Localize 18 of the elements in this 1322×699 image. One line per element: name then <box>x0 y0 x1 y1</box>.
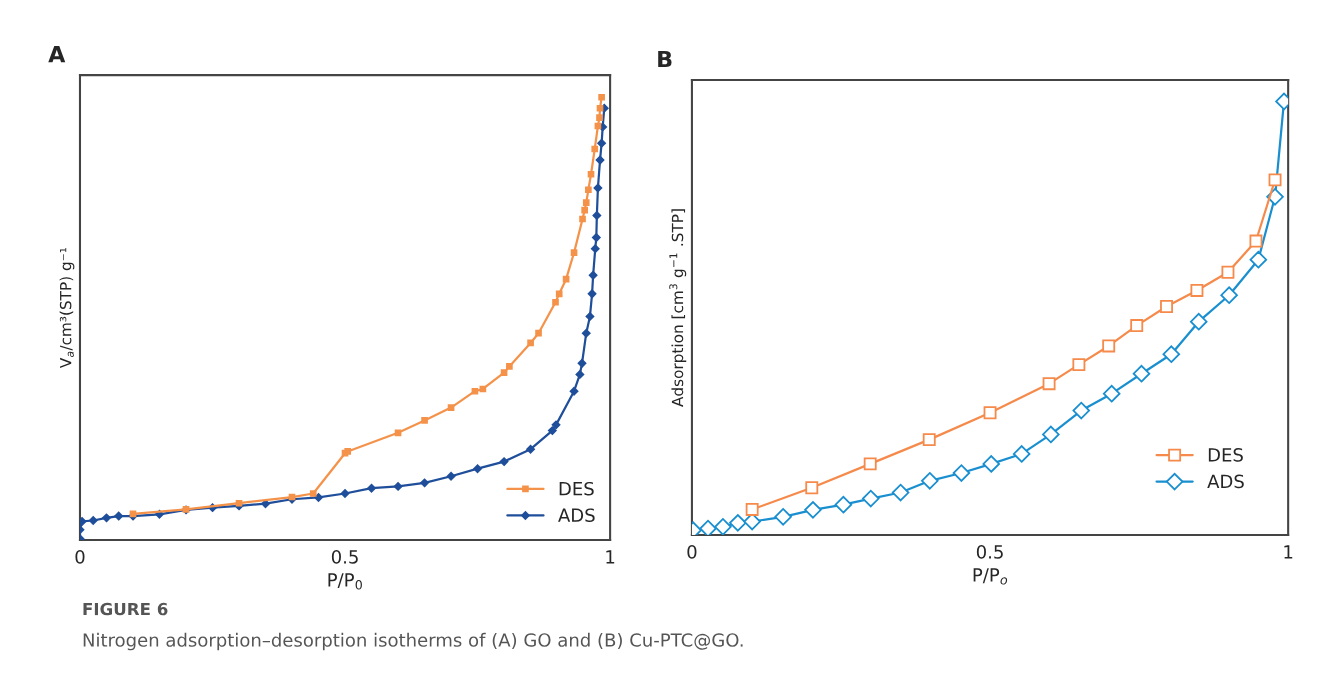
caption: FIGURE 6 <box>83 602 168 616</box>
x-tick-label: 1 <box>606 550 615 564</box>
x-tick-label: 0 <box>687 545 697 559</box>
legend-label: ADS <box>558 508 595 523</box>
x-tick-label: 1 <box>1284 545 1293 559</box>
x-axis-title: P/P$_{0}$ <box>328 573 362 590</box>
x-tick-label: 0.5 <box>331 550 358 564</box>
legend-label: ADS <box>1207 474 1244 489</box>
text: Nitrogen adsorption–desorption isotherms of (A) GO and (B) Cu-PTC@GO. <box>83 632 743 651</box>
legend-label: DES <box>1208 448 1243 462</box>
chart-title: B <box>658 50 672 68</box>
x-tick-label: 0 <box>75 550 85 564</box>
chart-title: A <box>48 45 66 63</box>
y-axis-title: Adsorption [cm$^{3}$ g$^{−1}$ .STP] <box>669 209 687 407</box>
legend-label: DES <box>559 481 594 496</box>
x-tick-label: 0.5 <box>976 545 1003 559</box>
x-axis-title: P/P$_{o}$ <box>973 568 1008 585</box>
y-axis-title: V$_{a}$/cm³(STP) g⁻¹ <box>59 247 75 369</box>
